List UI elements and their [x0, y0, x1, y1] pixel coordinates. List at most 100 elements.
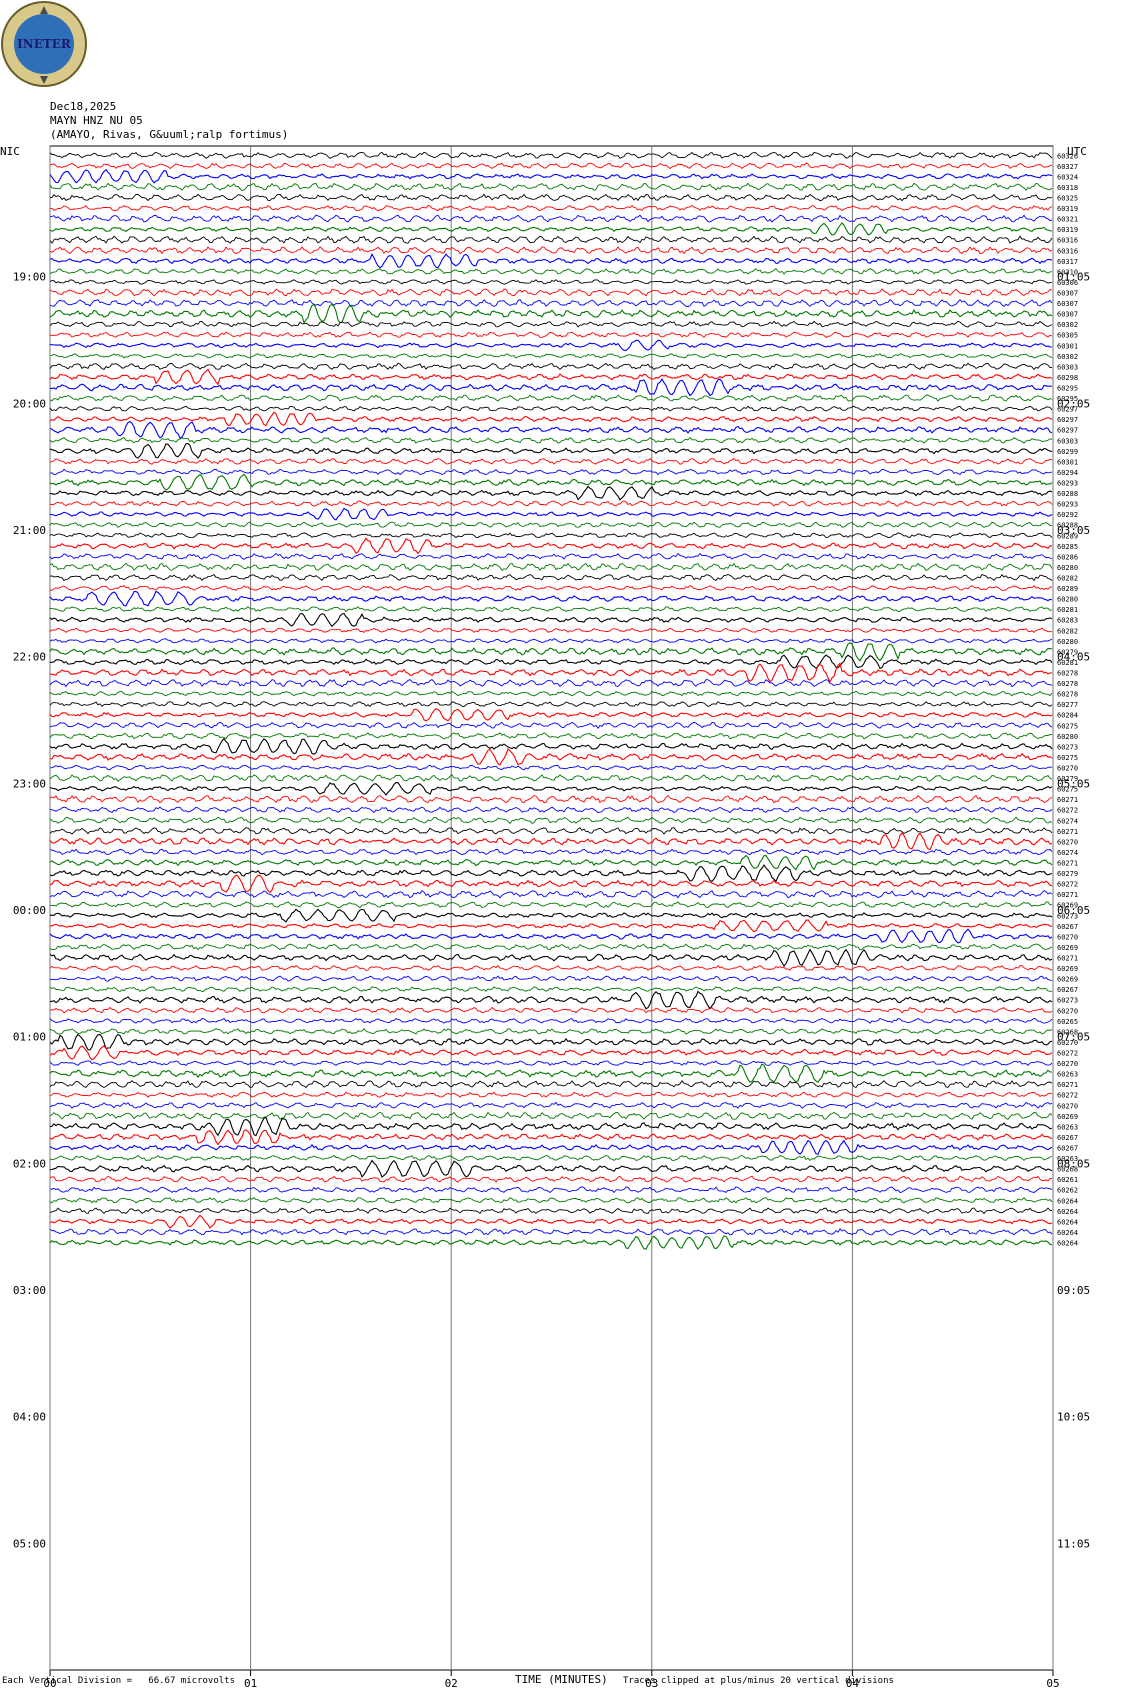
- seismic-trace: [49, 457, 1053, 465]
- seismic-trace: [49, 1060, 1053, 1067]
- trace-value-label: 60270: [1057, 1102, 1078, 1110]
- seismic-trace: [49, 298, 1053, 308]
- seismic-trace: [49, 679, 1053, 688]
- trace-value-label: 60269: [1057, 902, 1078, 910]
- trace-value-label: 60279: [1057, 775, 1078, 783]
- trace-value-label: 60270: [1057, 838, 1078, 846]
- trace-value-label: 60293: [1057, 501, 1078, 509]
- seismic-trace: [49, 1116, 1053, 1137]
- left-hour-label: 00:00: [13, 904, 46, 917]
- trace-value-label: 60298: [1057, 374, 1078, 382]
- seismic-trace: [49, 253, 1053, 269]
- trace-value-label: 60270: [1057, 1007, 1078, 1015]
- seismic-trace: [49, 573, 1053, 582]
- clip-note: Traces clipped at plus/minus 20 vertical…: [623, 1676, 894, 1686]
- trace-value-label: 60271: [1057, 891, 1078, 899]
- seismic-trace: [49, 214, 1053, 223]
- trace-value-label: 60306: [1057, 279, 1078, 287]
- trace-value-label: 60279: [1057, 648, 1078, 656]
- trace-value-label: 60307: [1057, 311, 1078, 319]
- seismic-trace: [49, 638, 1053, 644]
- seismic-trace: [49, 1017, 1053, 1024]
- seismic-trace: [49, 826, 1053, 835]
- right-hour-label: 09:05: [1057, 1284, 1090, 1297]
- right-hour-label: 11:05: [1057, 1537, 1090, 1550]
- seismic-trace: [49, 1159, 1053, 1178]
- trace-value-label: 60301: [1057, 342, 1078, 350]
- left-hour-label: 19:00: [13, 271, 46, 284]
- trace-value-label: 60264: [1057, 1240, 1078, 1248]
- right-hour-label: 03:05: [1057, 524, 1090, 537]
- trace-value-label: 60288: [1057, 490, 1078, 498]
- trace-value-label: 60294: [1057, 469, 1078, 477]
- trace-value-label: 60274: [1057, 817, 1078, 825]
- trace-value-label: 60282: [1057, 575, 1078, 583]
- trace-value-label: 60278: [1057, 670, 1078, 678]
- seismic-trace: [49, 848, 1053, 856]
- station-code: MAYN HNZ NU 05: [50, 114, 143, 127]
- x-tick-label: 01: [244, 1677, 257, 1689]
- seismic-trace: [49, 168, 1053, 184]
- trace-value-label: 60303: [1057, 437, 1078, 445]
- trace-value-label: 60271: [1057, 955, 1078, 963]
- trace-value-label: 60289: [1057, 532, 1078, 540]
- trace-value-label: 60269: [1057, 976, 1078, 984]
- trace-value-label: 60310: [1057, 268, 1078, 276]
- trace-value-label: 60284: [1057, 712, 1078, 720]
- seismic-trace: [49, 890, 1053, 899]
- right-hour-label: 10:05: [1057, 1411, 1090, 1424]
- left-timezone-label: NIC: [0, 145, 20, 158]
- seismic-trace: [49, 468, 1053, 476]
- logo-bottom-marker: [40, 76, 48, 84]
- seismic-trace: [49, 405, 1053, 412]
- trace-value-label: 60267: [1057, 923, 1078, 931]
- trace-value-label: 60295: [1057, 385, 1078, 393]
- ineter-logo: INETER: [1, 1, 87, 87]
- trace-value-label: 60264: [1057, 1208, 1078, 1216]
- right-hour-label: 08:05: [1057, 1157, 1090, 1170]
- seismic-trace: [49, 919, 1052, 933]
- trace-value-label: 60275: [1057, 786, 1078, 794]
- trace-value-label: 60264: [1057, 1197, 1078, 1205]
- trace-value-label: 60301: [1057, 458, 1078, 466]
- trace-value-label: 60325: [1057, 195, 1078, 203]
- seismic-trace: [49, 420, 1053, 439]
- trace-value-label: 60295: [1057, 395, 1078, 403]
- seismic-trace: [49, 436, 1053, 444]
- trace-value-label: 60302: [1057, 353, 1078, 361]
- seismic-trace: [49, 816, 1053, 825]
- trace-value-label: 60270: [1057, 765, 1078, 773]
- trace-value-label: 60297: [1057, 406, 1078, 414]
- trace-value-label: 60302: [1057, 321, 1078, 329]
- right-hour-label: 04:05: [1057, 651, 1090, 664]
- seismic-trace: [49, 642, 1053, 662]
- seismic-trace: [49, 975, 1053, 982]
- trace-value-label: 60263: [1057, 1155, 1078, 1163]
- seismic-trace: [49, 986, 1053, 993]
- seismic-trace: [49, 1196, 1053, 1204]
- x-tick-label: 03: [645, 1677, 658, 1689]
- trace-value-label: 60303: [1057, 363, 1078, 371]
- seismic-trace: [49, 1101, 1053, 1109]
- x-tick-label: 00: [43, 1677, 56, 1689]
- trace-value-label: 60271: [1057, 796, 1078, 804]
- x-tick-label: 05: [1046, 1677, 1059, 1689]
- trace-value-label: 60273: [1057, 997, 1078, 1005]
- left-hour-label: 22:00: [13, 651, 46, 664]
- x-axis-label: TIME (MINUTES): [515, 1673, 608, 1686]
- left-hour-label: 21:00: [13, 524, 46, 537]
- trace-value-label: 60321: [1057, 216, 1078, 224]
- seismic-trace: [49, 362, 1052, 371]
- logo-inner-disc: [14, 14, 74, 74]
- trace-value-label: 60267: [1057, 1134, 1078, 1142]
- station-location: (AMAYO, Rivas, G&uuml;ralp fortimus): [50, 128, 289, 141]
- seismic-trace: [49, 901, 1053, 909]
- trace-value-label: 60319: [1057, 226, 1078, 234]
- seismic-trace: [49, 411, 1053, 426]
- x-tick-label: 04: [846, 1677, 860, 1689]
- trace-value-label: 60288: [1057, 522, 1078, 530]
- seismic-trace: [49, 874, 1053, 894]
- left-hour-label: 20:00: [13, 397, 46, 410]
- left-hour-label: 04:00: [13, 1411, 46, 1424]
- seismic-trace: [49, 782, 1053, 796]
